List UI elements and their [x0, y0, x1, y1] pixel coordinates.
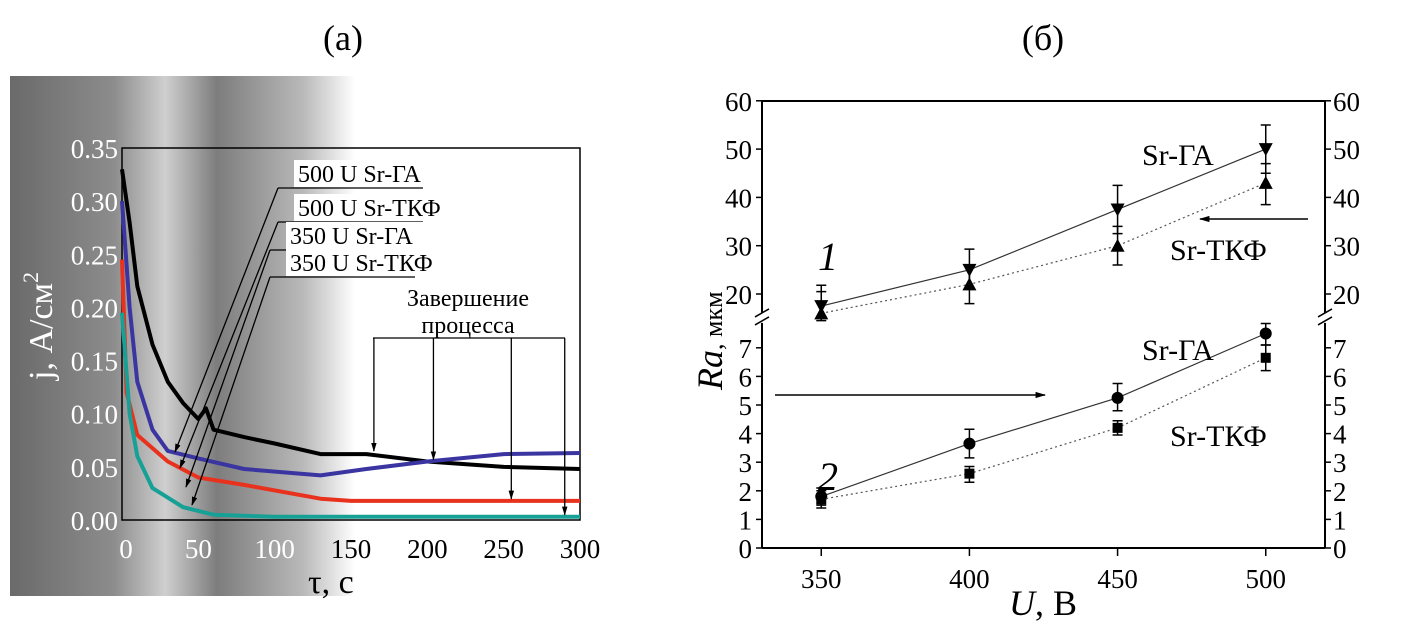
series-line-1 [821, 148, 1266, 307]
data-point-triangle-up [962, 277, 977, 291]
x-tick-label: 500 [1245, 564, 1286, 594]
series-label: Sr-ГА [1142, 334, 1214, 367]
legend-label: 500 U Sr-ГА [298, 162, 421, 188]
y-tick-label-left: 40 [725, 183, 752, 213]
y-axis-label-superscript: 2 [18, 272, 43, 283]
data-point-square [1260, 352, 1271, 363]
series-label: Sr-ГА [1142, 139, 1214, 172]
legend-label: 350 U Sr-ГА [290, 224, 413, 250]
legend-label-bg [286, 222, 466, 249]
y-tick-label-right: 0 [1333, 534, 1347, 564]
y-tick-label: 0.05 [71, 453, 118, 483]
y-tick-label-right: 60 [1333, 87, 1360, 117]
legend-label-bg [294, 194, 474, 221]
y-tick-label-left: 30 [725, 232, 752, 262]
x-tick-label: 0 [119, 534, 133, 564]
x-tick-label: 350 [801, 564, 842, 594]
y-tick-label: 0.10 [71, 400, 118, 430]
y-tick-label-right: 2 [1333, 477, 1347, 507]
group-label-1: 1 [818, 234, 838, 279]
x-tick-label: 400 [949, 564, 990, 594]
axis-break-mark [754, 308, 770, 326]
y-axis-label-symbol: Ra [690, 350, 730, 391]
y-tick-label-left: 7 [739, 334, 753, 364]
data-point-circle [1259, 327, 1272, 340]
y-tick-label-right: 30 [1333, 232, 1360, 262]
y-tick-label-left: 2 [739, 477, 753, 507]
panel-a-label: (а) [323, 18, 363, 58]
y-tick-label-right: 20 [1333, 280, 1360, 310]
x-tick-label: 50 [185, 534, 212, 564]
legend-leader-line [174, 187, 279, 453]
x-tick-label: 100 [254, 534, 295, 564]
y-tick-label-right: 50 [1333, 135, 1360, 165]
series-line-4 [821, 357, 1266, 500]
x-tick-label: 300 [560, 534, 601, 564]
x-axis-label: U, В [1009, 583, 1077, 623]
y-tick-label-left: 50 [725, 135, 752, 165]
legend-label: 500 U Sr-ТКФ [298, 196, 441, 222]
data-point-triangle-down [1258, 143, 1273, 157]
y-tick-label-right: 5 [1333, 391, 1347, 421]
legend-label: 350 U Sr-ТКФ [290, 251, 433, 277]
y-tick-label: 0.00 [71, 506, 118, 536]
data-point-circle [1111, 391, 1124, 404]
y-tick-label-right: 7 [1333, 334, 1347, 364]
x-tick-label: 200 [407, 534, 448, 564]
data-point-triangle-down [1110, 203, 1125, 217]
series-line-2 [120, 200, 581, 478]
y-tick-label-right: 1 [1333, 505, 1347, 535]
data-point-triangle-up [1258, 175, 1273, 189]
axis-break-mark [1317, 308, 1333, 326]
y-axis-label: Ra, мкм [690, 291, 730, 391]
data-point-circle [963, 437, 976, 450]
y-tick-label-left: 0 [739, 534, 753, 564]
x-axis-label-unit: , В [1035, 583, 1077, 623]
y-tick-label-left: 6 [739, 362, 753, 392]
series-label: Sr-ТКФ [1170, 420, 1267, 453]
series-label: Sr-ТКФ [1170, 234, 1267, 267]
y-tick-label-left: 3 [739, 448, 753, 478]
y-tick-label-left: 1 [739, 505, 753, 535]
data-point-square [816, 494, 827, 505]
x-axis-label: τ, с [308, 564, 354, 601]
series-line-3 [821, 332, 1266, 498]
y-tick-label: 0.35 [71, 134, 118, 164]
annotation-line-1: Завершение [407, 286, 529, 312]
y-tick-label-right: 3 [1333, 448, 1347, 478]
series-line-4 [120, 312, 580, 519]
y-tick-label-right: 4 [1333, 420, 1347, 450]
data-point-triangle-up [814, 306, 829, 320]
series-line-2 [821, 182, 1266, 314]
data-point-square [964, 468, 975, 479]
y-tick-label: 0.30 [71, 187, 118, 217]
legend-leader-line [179, 221, 279, 469]
data-point-square [1112, 422, 1123, 433]
data-point-triangle-up [1110, 238, 1125, 252]
x-tick-label: 150 [331, 534, 372, 564]
y-tick-label: 0.20 [71, 293, 118, 323]
panel-b-label: (б) [1022, 18, 1064, 58]
y-tick-label: 0.15 [71, 347, 118, 377]
legend-label-bg [286, 249, 466, 276]
y-tick-label-right: 40 [1333, 183, 1360, 213]
y-tick-label-right: 6 [1333, 362, 1347, 392]
y-tick-label-left: 4 [739, 420, 753, 450]
y-tick-label-left: 5 [739, 391, 753, 421]
legend-leader-line [185, 249, 271, 488]
legend-label-bg [294, 160, 474, 187]
annotation-line-2: процесса [421, 313, 515, 339]
x-axis-label-symbol: U [1009, 583, 1037, 623]
x-tick-label: 450 [1097, 564, 1138, 594]
legend-leader-line [191, 276, 271, 506]
y-tick-label: 0.25 [71, 240, 118, 270]
y-axis-label: j, А/см2 [18, 272, 60, 381]
x-tick-label: 250 [483, 534, 524, 564]
y-tick-label-left: 20 [725, 280, 752, 310]
y-axis-label-unit: , мкм [699, 291, 728, 350]
y-tick-label-left: 60 [725, 87, 752, 117]
